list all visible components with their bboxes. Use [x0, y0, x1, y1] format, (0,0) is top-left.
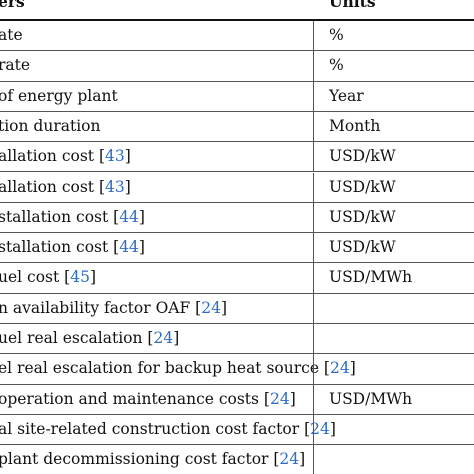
parameter-cell: uel real escalation [24] [0, 324, 179, 353]
units-cell: % [329, 56, 344, 75]
parameter-cell: uel cost [45] [0, 263, 96, 292]
citation-link[interactable]: 45 [70, 268, 90, 287]
table-row: of energy plant Year [0, 81, 474, 112]
column-divider [313, 354, 314, 384]
citation-bracket: ] [299, 450, 306, 469]
units-cell: USD/kW [329, 177, 396, 196]
citation-bracket: ] [220, 298, 227, 317]
units-cell: USD/kW [329, 238, 396, 257]
parameter-cell: tion duration [0, 112, 100, 141]
citation-link[interactable]: 24 [329, 359, 350, 378]
parameter-cell: stallation cost [44] [0, 233, 145, 262]
citation-bracket: ] [138, 207, 145, 226]
citation-link[interactable]: 24 [279, 450, 300, 469]
table-row: tion duration Month [0, 111, 474, 143]
citation-bracket: ] [329, 419, 336, 438]
parameter-cell: operation and maintenance costs [24] [0, 385, 296, 414]
units-cell: USD/kW [329, 207, 396, 226]
citation-bracket: ] [138, 238, 145, 257]
units-cell: USD/MWh [329, 389, 413, 408]
table-row: el real escalation for backup heat sourc… [0, 354, 474, 385]
table-row: uel cost [45] USD/MWh [0, 263, 474, 294]
parameter-cell: of energy plant [0, 82, 118, 111]
table-row: operation and maintenance costs [24] USD/… [0, 384, 474, 415]
parameter-cell: plant decommissioning cost factor [24] [0, 445, 305, 474]
parameter-label: tion duration [0, 116, 101, 135]
table-row: rate% [0, 51, 474, 82]
parameter-cell: al site-related construction cost factor… [0, 415, 336, 444]
units-cell: Month [329, 116, 381, 135]
units-cell: % [329, 26, 344, 44]
header-rule [0, 19, 474, 21]
parameter-cell: stallation cost [44] [0, 203, 145, 232]
table-row: al site-related construction cost factor… [0, 414, 474, 446]
units-cell: USD/MWh [329, 268, 413, 287]
column-divider [313, 233, 314, 263]
column-divider [313, 324, 314, 354]
parameter-label: al site-related construction cost factor… [0, 419, 311, 438]
column-divider [313, 414, 314, 445]
units-column-header: Units [329, 0, 376, 11]
column-divider [313, 142, 314, 172]
parameter-cell: el real escalation for backup heat sourc… [0, 354, 356, 383]
parameter-cell: allation cost [43] [0, 173, 131, 202]
parameter-cell: ate [0, 21, 23, 50]
parameter-label: ate [0, 26, 23, 44]
table-row: ate% [0, 21, 474, 52]
citation-link[interactable]: 24 [153, 329, 174, 347]
column-divider [313, 21, 314, 51]
citation-bracket: ] [289, 389, 296, 408]
citation-bracket: ] [124, 147, 131, 166]
citation-link[interactable]: 24 [310, 419, 330, 438]
table-row: allation cost [43] USD/kW [0, 172, 474, 203]
table-header-row: ers Units [0, 0, 474, 20]
column-divider [313, 202, 314, 233]
parameter-cell: rate [0, 51, 30, 80]
parameter-label: allation cost [ [0, 177, 105, 196]
citation-link[interactable]: 43 [105, 177, 125, 196]
parameter-label: of energy plant [0, 86, 118, 105]
column-divider [313, 293, 314, 323]
parameter-label: el real escalation for backup heat sourc… [0, 359, 330, 378]
citation-link[interactable]: 43 [105, 147, 125, 166]
citation-bracket: ] [173, 329, 180, 347]
parameter-label: uel cost [ [0, 268, 71, 287]
parameter-column-header: ers [0, 0, 25, 11]
citation-link[interactable]: 24 [269, 389, 290, 408]
column-divider [313, 263, 314, 293]
citation-bracket: ] [124, 177, 131, 196]
citation-bracket: ] [349, 359, 356, 378]
citation-link[interactable]: 24 [201, 298, 221, 317]
table-row: plant decommissioning cost factor [24] [0, 445, 474, 474]
parameter-label: stallation cost [ [0, 207, 120, 226]
units-cell: Year [329, 86, 364, 105]
column-divider [313, 111, 314, 142]
parameter-label: uel real escalation [ [0, 329, 154, 347]
table-row: stallation cost [44] USD/kW [0, 202, 474, 234]
column-divider [313, 81, 314, 111]
parameter-label: plant decommissioning cost factor [ [0, 450, 280, 469]
parameter-cell: allation cost [43] [0, 142, 131, 171]
parameter-label: stallation cost [ [0, 238, 120, 257]
parameter-cell: n availability factor OAF [24] [0, 294, 227, 323]
table-row: n availability factor OAF [24] [0, 293, 474, 324]
table-row: stallation cost [44] USD/kW [0, 233, 474, 264]
citation-bracket: ] [89, 268, 97, 287]
citation-link[interactable]: 44 [119, 238, 139, 257]
column-divider [313, 384, 314, 414]
table-row: uel real escalation [24] [0, 324, 474, 355]
column-divider [313, 51, 314, 81]
parameter-label: operation and maintenance costs [ [0, 389, 270, 408]
parameter-label: rate [0, 56, 31, 75]
column-divider [313, 445, 314, 474]
table-row: allation cost [43] USD/kW [0, 142, 474, 173]
units-cell: USD/kW [329, 147, 396, 166]
parameter-label: n availability factor OAF [ [0, 298, 202, 317]
column-divider [313, 172, 314, 202]
parameter-label: allation cost [ [0, 147, 105, 166]
citation-link[interactable]: 44 [119, 207, 139, 226]
